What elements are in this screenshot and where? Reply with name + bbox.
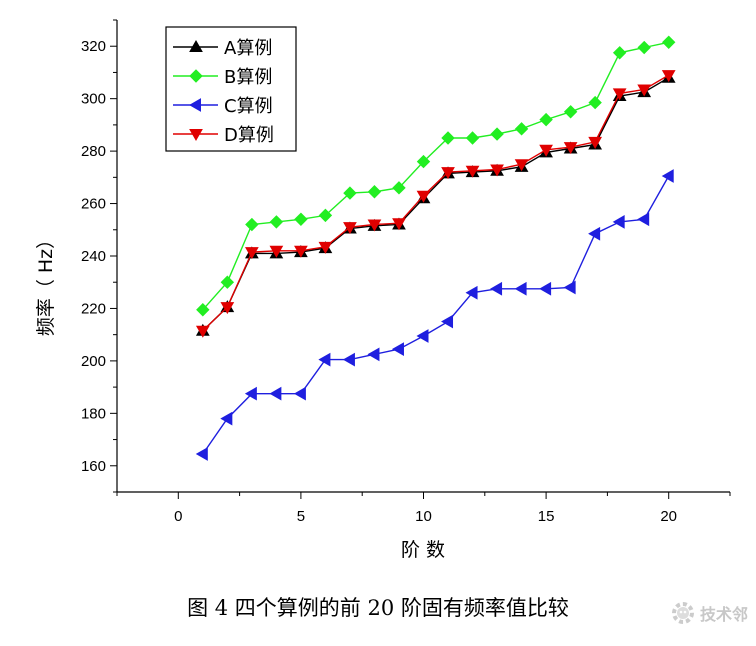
data-point [637, 84, 652, 97]
data-point [416, 154, 431, 169]
ticks: 160 180 200 220 240 260 280 300 320 0 5 10 15 20 [81, 19, 731, 525]
data-point [588, 226, 601, 241]
data-point [244, 386, 257, 401]
legend-marker [189, 69, 203, 83]
data-point [196, 303, 210, 317]
data-point [367, 219, 382, 232]
figure-caption: 图 4 四个算例的前 20 阶固有频率值比较 [187, 596, 569, 620]
data-point [391, 342, 404, 356]
data-point [441, 167, 455, 180]
data-point [195, 447, 208, 461]
x-tick-label: 5 [297, 508, 305, 525]
data-point [245, 217, 259, 232]
data-point [269, 386, 282, 401]
data-point [441, 314, 454, 329]
data-point [588, 95, 602, 110]
data-point [195, 325, 210, 338]
data-point [343, 222, 357, 235]
data-point [392, 218, 406, 231]
data-point [490, 281, 503, 296]
data-point [343, 186, 357, 200]
data-point [490, 127, 504, 141]
data-point [269, 215, 284, 229]
series-line [202, 74, 670, 332]
data-point [220, 411, 233, 426]
data-point [637, 212, 650, 227]
series-line [202, 175, 670, 455]
legend-marker [189, 39, 203, 52]
data-point [342, 352, 355, 367]
data-point [367, 185, 382, 199]
y-tick-label: 300 [81, 91, 106, 108]
series-4 [195, 70, 676, 338]
series-3 [195, 169, 674, 461]
watermark: 技术邻 [670, 600, 748, 626]
y-tick-label: 260 [81, 196, 106, 213]
legend-label: A算例 [224, 38, 272, 59]
series-2 [196, 35, 676, 317]
data-point [318, 208, 333, 223]
data-point [612, 215, 625, 229]
data-point [514, 281, 527, 296]
data-point [661, 35, 676, 49]
data-point [441, 131, 455, 145]
data-point [563, 142, 578, 155]
data-point [392, 181, 406, 195]
data-point [490, 164, 504, 177]
data-point [661, 169, 674, 183]
legend: A算例 B算例 C算例 D算例 [165, 26, 297, 152]
legend-label: C算例 [224, 96, 273, 117]
gear-icon [671, 602, 694, 624]
x-tick-label: 20 [660, 508, 677, 525]
data-point [294, 245, 308, 258]
data-point [220, 275, 235, 289]
y-tick-label: 200 [81, 353, 106, 370]
data-point [269, 245, 284, 258]
legend-marker [188, 98, 201, 112]
x-tick-label: 15 [538, 508, 555, 525]
data-point [244, 247, 259, 260]
y-tick-label: 160 [81, 458, 106, 475]
y-tick-label: 220 [81, 300, 106, 317]
y-tick-label: 280 [81, 143, 106, 160]
y-tick-label: 240 [81, 248, 106, 265]
legend-marker [189, 129, 203, 142]
watermark-text: 技术邻 [699, 605, 748, 624]
data-point [416, 190, 431, 203]
data-point [367, 347, 380, 362]
y-tick-label: 180 [81, 405, 106, 422]
data-point [539, 112, 553, 127]
data-point [465, 165, 480, 178]
data-point [318, 241, 333, 254]
data-point [661, 70, 676, 83]
data-point [318, 352, 331, 367]
x-tick-label: 10 [415, 508, 432, 525]
data-point [637, 40, 651, 55]
data-point [539, 281, 552, 296]
data-point [588, 136, 603, 149]
data-point [539, 144, 553, 157]
data-point [612, 46, 627, 60]
legend-label: D算例 [224, 125, 274, 146]
data-point [220, 302, 235, 315]
data-point [294, 212, 308, 226]
data-point [612, 88, 627, 101]
data-point [563, 105, 578, 119]
x-axis-title: 阶 数 [401, 539, 445, 561]
data-point [563, 280, 576, 295]
y-axis-title: 频率（ Hz） [35, 230, 57, 336]
y-tick-label: 320 [81, 38, 106, 55]
legend-label: B算例 [224, 67, 272, 88]
data-point [416, 329, 429, 343]
x-tick-label: 0 [174, 508, 182, 525]
data-point [293, 386, 306, 401]
data-point [465, 131, 480, 145]
data-point [514, 159, 529, 172]
data-point [465, 285, 478, 300]
series-layer [195, 35, 676, 461]
data-point [514, 122, 529, 136]
